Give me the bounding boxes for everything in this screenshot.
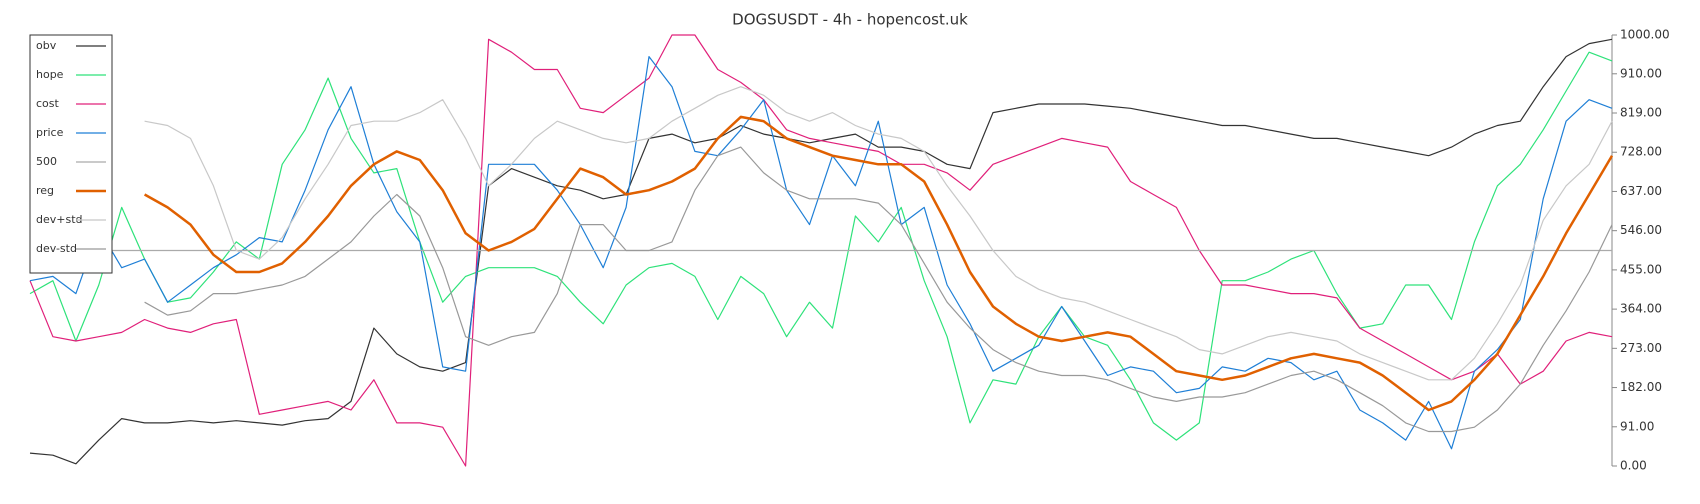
series-line [29,51,1613,441]
y-tick-label: 273.00 [1620,341,1662,355]
legend-label: price [36,126,64,139]
y-tick-label: 819.00 [1620,106,1662,120]
series-line [29,34,1613,467]
y-tick-label: 91.00 [1620,419,1654,433]
legend-label: obv [36,39,57,52]
legend-label: dev+std [36,213,83,226]
series-line [143,115,1614,412]
y-tick-label: 546.00 [1620,223,1662,237]
legend-label: hope [36,68,64,81]
y-tick-label: 728.00 [1620,145,1662,159]
legend-label: reg [36,184,54,197]
legend-label: 500 [36,155,57,168]
series-line [29,56,1613,450]
y-tick-label: 182.00 [1620,380,1662,394]
y-tick-label: 364.00 [1620,302,1662,316]
y-tick-label: 1000.00 [1620,28,1670,42]
series-line [144,86,1613,381]
chart-title: DOGSUSDT - 4h - hopencost.uk [732,11,968,29]
series-line [144,146,1613,433]
legend-label: cost [36,97,60,110]
y-tick-label: 0.00 [1620,459,1647,473]
y-tick-label: 910.00 [1620,66,1662,80]
y-tick-label: 637.00 [1620,184,1662,198]
legend-label: dev-std [36,242,77,255]
y-tick-label: 455.00 [1620,262,1662,276]
